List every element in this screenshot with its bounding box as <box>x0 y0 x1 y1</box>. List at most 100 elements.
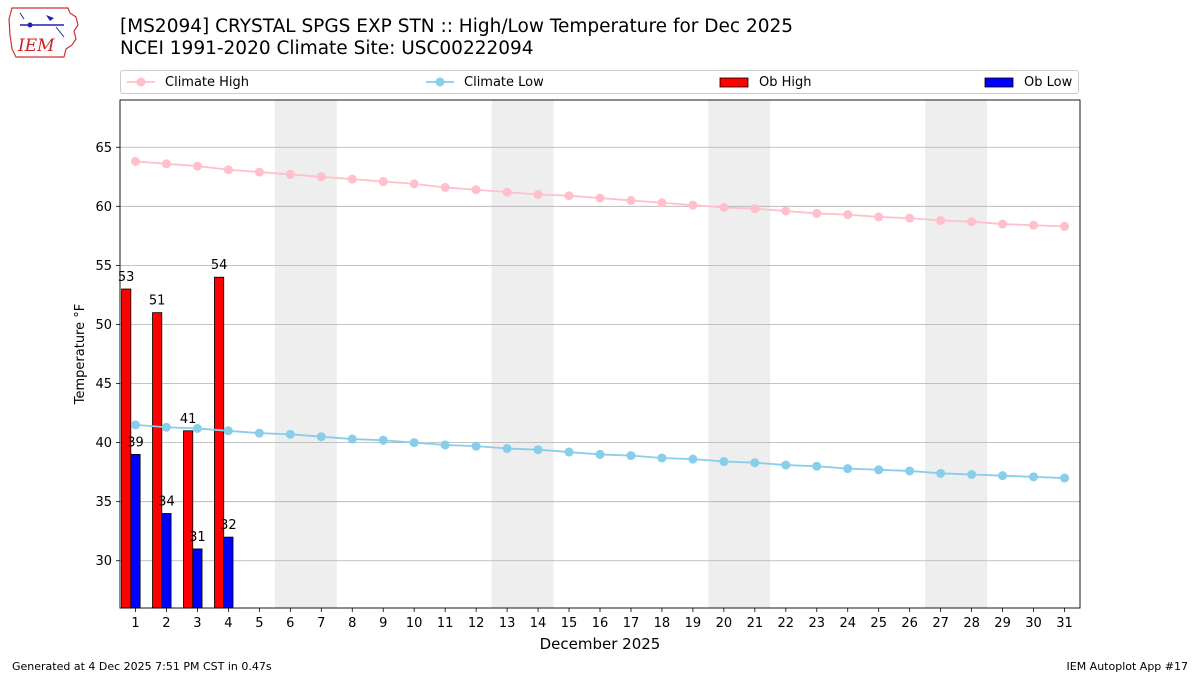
ob-low-label-day-1: 39 <box>127 435 144 450</box>
x-tick-label-31: 31 <box>1056 616 1073 631</box>
climate-low-point-day-18 <box>657 453 667 463</box>
climate-high-point-day-25 <box>874 212 884 222</box>
x-tick-label-9: 9 <box>379 616 387 631</box>
ob-low-bar-day-4 <box>223 536 234 609</box>
x-tick-label-3: 3 <box>193 616 201 631</box>
x-tick-label-22: 22 <box>778 616 795 631</box>
climate-low-point-day-6 <box>285 429 295 439</box>
climate-low-point-day-1 <box>130 420 140 430</box>
iem-logo: IEM <box>8 7 79 58</box>
climate-low-point-day-19 <box>688 454 698 464</box>
weekend-shade-4 <box>925 100 988 608</box>
ob-high-swatch-icon <box>719 77 749 88</box>
climate-high-point-day-4 <box>223 165 233 175</box>
y-tick-label-55: 55 <box>95 259 112 274</box>
x-tick-label-30: 30 <box>1025 616 1042 631</box>
climate-low-line-icon <box>426 77 454 87</box>
logo-text: IEM <box>17 36 55 56</box>
legend-item-climate-low: Climate Low <box>424 71 544 93</box>
climate-high-point-day-19 <box>688 200 698 210</box>
climate-low-point-day-21 <box>750 458 760 468</box>
x-axis-label: December 2025 <box>540 635 661 653</box>
climate-high-point-day-1 <box>130 156 140 166</box>
climate-low-point-day-22 <box>781 460 791 470</box>
climate-low-point-day-27 <box>936 468 946 478</box>
climate-high-point-day-21 <box>750 204 760 214</box>
ob-low-bar-day-2 <box>161 513 172 609</box>
climate-high-point-day-9 <box>378 177 388 187</box>
climate-low-point-day-11 <box>440 440 450 450</box>
plot-frame <box>119 99 1081 609</box>
climate-high-point-day-5 <box>254 167 264 177</box>
x-tick-label-27: 27 <box>932 616 949 631</box>
y-tick-label-35: 35 <box>95 495 112 510</box>
chart-subtitle: NCEI 1991-2020 Climate Site: USC00222094 <box>120 38 534 59</box>
ob-high-label-day-2: 51 <box>149 294 166 309</box>
climate-low-point-day-9 <box>378 435 388 445</box>
ob-high-label-day-1: 53 <box>118 270 135 285</box>
ob-high-label-day-4: 54 <box>211 258 228 273</box>
climate-low-point-day-5 <box>254 428 264 438</box>
x-tick-label-14: 14 <box>530 616 547 631</box>
x-tick-label-7: 7 <box>317 616 325 631</box>
x-tick-label-17: 17 <box>623 616 640 631</box>
climate-low-point-day-25 <box>874 465 884 475</box>
climate-high-point-day-15 <box>564 191 574 201</box>
climate-high-point-day-13 <box>502 187 512 197</box>
climate-high-point-day-3 <box>192 161 202 171</box>
logo-dot-icon <box>27 22 33 28</box>
climate-high-line-icon <box>127 77 155 87</box>
y-tick-label-45: 45 <box>95 377 112 392</box>
climate-low-point-day-23 <box>812 461 822 471</box>
climate-low-point-day-3 <box>192 423 202 433</box>
climate-high-point-day-16 <box>595 193 605 203</box>
x-tick-label-1: 1 <box>131 616 139 631</box>
y-tick-label-65: 65 <box>95 141 112 156</box>
climate-high-point-day-17 <box>626 195 636 205</box>
x-tick-label-18: 18 <box>654 616 671 631</box>
x-tick-label-29: 29 <box>994 616 1011 631</box>
climate-high-point-day-11 <box>440 182 450 192</box>
x-tick-label-10: 10 <box>406 616 423 631</box>
climate-high-point-day-14 <box>533 190 543 200</box>
ob-high-label-day-3: 41 <box>180 412 197 427</box>
x-tick-label-12: 12 <box>468 616 485 631</box>
ob-high-bar-day-4 <box>214 276 225 609</box>
climate-low-point-day-29 <box>998 471 1008 481</box>
x-tick-label-13: 13 <box>499 616 516 631</box>
x-tick-label-16: 16 <box>592 616 609 631</box>
ob-high-bar-day-3 <box>183 430 194 609</box>
chart-legend: Climate High Climate Low Ob High Ob Low <box>120 70 1079 94</box>
y-axis-label: Temperature °F <box>73 304 88 405</box>
x-tick-label-2: 2 <box>162 616 170 631</box>
climate-high-point-day-20 <box>719 203 729 213</box>
climate-high-point-day-8 <box>347 174 357 184</box>
x-tick-label-26: 26 <box>901 616 918 631</box>
ob-low-swatch-icon <box>984 77 1014 88</box>
climate-high-point-day-18 <box>657 198 667 208</box>
climate-high-point-day-31 <box>1060 221 1070 231</box>
x-tick-label-4: 4 <box>224 616 232 631</box>
ob-low-bar-day-1 <box>130 454 141 609</box>
climate-high-point-day-27 <box>936 216 946 226</box>
weekend-shade-3 <box>708 100 771 608</box>
legend-item-climate-high: Climate High <box>125 71 249 93</box>
generated-timestamp: Generated at 4 Dec 2025 7:51 PM CST in 0… <box>12 660 272 673</box>
legend-label-climate-high: Climate High <box>165 74 250 90</box>
climate-low-point-day-28 <box>967 470 977 480</box>
x-tick-label-20: 20 <box>716 616 733 631</box>
x-tick-label-28: 28 <box>963 616 980 631</box>
climate-high-point-day-6 <box>285 169 295 179</box>
climate-low-point-day-15 <box>564 447 574 457</box>
logo-wind-icon <box>19 12 65 38</box>
climate-high-point-day-7 <box>316 172 326 182</box>
climate-low-point-day-14 <box>533 445 543 455</box>
climate-low-point-day-26 <box>905 466 915 476</box>
climate-high-point-day-23 <box>812 208 822 218</box>
x-tick-label-11: 11 <box>437 616 454 631</box>
legend-label-ob-low: Ob Low <box>1024 74 1073 90</box>
climate-high-point-day-29 <box>998 219 1008 229</box>
x-tick-label-15: 15 <box>561 616 578 631</box>
climate-low-point-day-12 <box>471 441 481 451</box>
